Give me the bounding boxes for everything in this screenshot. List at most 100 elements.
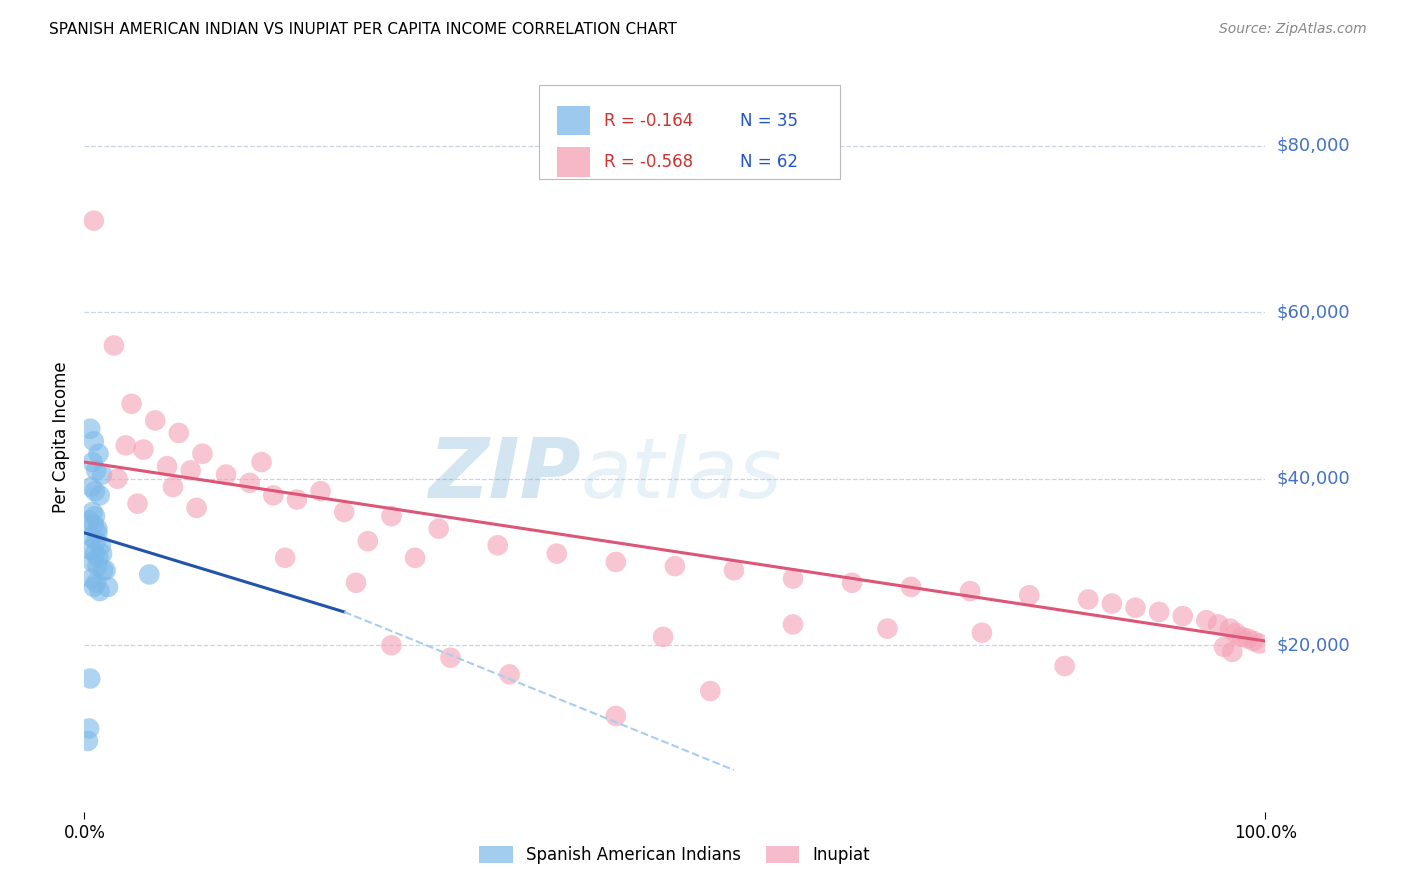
Point xyxy=(699,684,721,698)
Point xyxy=(77,513,100,527)
Point xyxy=(79,672,101,686)
Text: $60,000: $60,000 xyxy=(1277,303,1350,321)
Point xyxy=(77,734,100,748)
Point xyxy=(1206,617,1229,632)
Text: SPANISH AMERICAN INDIAN VS INUPIAT PER CAPITA INCOME CORRELATION CHART: SPANISH AMERICAN INDIAN VS INUPIAT PER C… xyxy=(49,22,678,37)
Point xyxy=(959,584,981,599)
Point xyxy=(427,522,450,536)
Point xyxy=(1219,622,1241,636)
Text: $40,000: $40,000 xyxy=(1277,470,1350,488)
Point xyxy=(1220,645,1243,659)
Point xyxy=(380,638,402,652)
Point xyxy=(84,534,107,549)
Point xyxy=(107,472,129,486)
Point xyxy=(167,425,190,440)
Point xyxy=(652,630,675,644)
Point xyxy=(79,542,101,557)
Point xyxy=(89,488,111,502)
Point xyxy=(782,572,804,586)
Point xyxy=(1225,625,1247,640)
Point xyxy=(215,467,238,482)
Point xyxy=(143,413,166,427)
Point xyxy=(82,455,104,469)
Text: ZIP: ZIP xyxy=(427,434,581,515)
Point xyxy=(1018,588,1040,602)
Point xyxy=(86,522,108,536)
Point xyxy=(664,559,686,574)
Point xyxy=(841,575,863,590)
Point xyxy=(94,563,117,577)
Text: $20,000: $20,000 xyxy=(1277,636,1350,654)
Text: $80,000: $80,000 xyxy=(1277,136,1350,154)
Point xyxy=(1236,632,1258,646)
Point xyxy=(250,455,273,469)
Point xyxy=(86,525,108,540)
Bar xyxy=(557,146,591,177)
Point xyxy=(84,547,107,561)
Point xyxy=(1171,609,1194,624)
Point xyxy=(605,555,627,569)
Point xyxy=(91,467,114,482)
Point xyxy=(1249,636,1271,650)
Point xyxy=(439,650,461,665)
Point xyxy=(77,722,100,736)
Point xyxy=(1077,592,1099,607)
Point xyxy=(127,497,149,511)
Bar xyxy=(557,105,591,136)
Point xyxy=(114,438,136,452)
Point xyxy=(1213,640,1236,654)
Point xyxy=(605,709,627,723)
Point xyxy=(1101,597,1123,611)
Text: N = 35: N = 35 xyxy=(740,112,797,129)
Point xyxy=(1195,613,1218,627)
Point xyxy=(87,447,110,461)
Point xyxy=(486,538,509,552)
Point xyxy=(1147,605,1170,619)
Point xyxy=(82,505,104,519)
Text: N = 62: N = 62 xyxy=(740,153,797,170)
Point xyxy=(970,625,993,640)
Point xyxy=(186,500,208,515)
Point xyxy=(90,538,112,552)
Point xyxy=(380,509,402,524)
Point xyxy=(82,555,104,569)
Point xyxy=(546,547,568,561)
Point xyxy=(876,622,898,636)
Point xyxy=(239,475,262,490)
Point xyxy=(1230,630,1253,644)
Point xyxy=(84,509,107,524)
Point xyxy=(156,459,179,474)
Point xyxy=(132,442,155,457)
Point xyxy=(285,492,308,507)
Point xyxy=(83,434,105,449)
Point xyxy=(79,422,101,436)
Point xyxy=(84,575,107,590)
Point xyxy=(80,572,103,586)
Point xyxy=(87,550,110,565)
Text: R = -0.568: R = -0.568 xyxy=(605,153,693,170)
Point xyxy=(344,575,367,590)
Point xyxy=(80,530,103,544)
Point xyxy=(83,517,105,532)
Point xyxy=(274,550,297,565)
Point xyxy=(91,547,114,561)
Point xyxy=(91,563,114,577)
Point xyxy=(333,505,356,519)
Point xyxy=(162,480,184,494)
Point xyxy=(86,559,108,574)
Text: R = -0.164: R = -0.164 xyxy=(605,112,693,129)
Point xyxy=(1243,634,1265,648)
Point xyxy=(1125,600,1147,615)
Point xyxy=(97,580,120,594)
Y-axis label: Per Capita Income: Per Capita Income xyxy=(52,361,70,513)
Point xyxy=(404,550,426,565)
Point xyxy=(191,447,214,461)
Point xyxy=(357,534,380,549)
Point xyxy=(121,397,143,411)
Point xyxy=(138,567,160,582)
Legend: Spanish American Indians, Inupiat: Spanish American Indians, Inupiat xyxy=(472,839,877,871)
Point xyxy=(262,488,284,502)
Point xyxy=(498,667,520,681)
Point xyxy=(84,463,107,477)
Point xyxy=(83,213,105,227)
